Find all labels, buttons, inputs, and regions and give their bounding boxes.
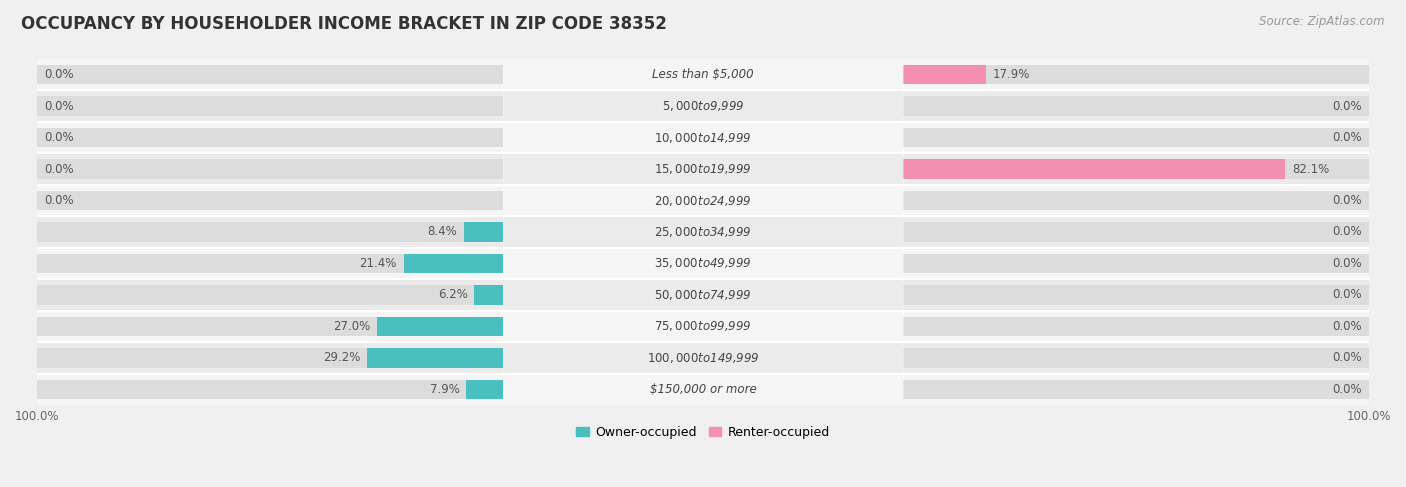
Text: 17.9%: 17.9% [993, 68, 1031, 81]
Text: 0.0%: 0.0% [44, 131, 73, 144]
Bar [37, 159, 503, 179]
Text: $5,000 to $9,999: $5,000 to $9,999 [662, 99, 744, 113]
Bar [37, 285, 503, 305]
Text: $20,000 to $24,999: $20,000 to $24,999 [654, 193, 752, 207]
Text: $15,000 to $19,999: $15,000 to $19,999 [654, 162, 752, 176]
Bar [367, 348, 503, 368]
Bar [903, 348, 1369, 368]
Text: OCCUPANCY BY HOUSEHOLDER INCOME BRACKET IN ZIP CODE 38352: OCCUPANCY BY HOUSEHOLDER INCOME BRACKET … [21, 15, 666, 33]
Bar [37, 279, 1369, 311]
Bar [37, 254, 503, 273]
Bar [467, 380, 503, 399]
Bar [903, 222, 1369, 242]
Text: 7.9%: 7.9% [430, 383, 460, 396]
Bar [903, 380, 1369, 399]
Bar [903, 65, 986, 84]
Bar [903, 317, 1369, 336]
Text: 0.0%: 0.0% [1333, 99, 1362, 112]
Text: 27.0%: 27.0% [333, 320, 371, 333]
Bar [903, 254, 1369, 273]
Bar [37, 191, 503, 210]
Bar [903, 285, 1369, 305]
Bar [903, 159, 1285, 179]
Text: 0.0%: 0.0% [1333, 383, 1362, 396]
Text: 0.0%: 0.0% [1333, 352, 1362, 364]
Text: 0.0%: 0.0% [44, 163, 73, 175]
Text: $100,000 to $149,999: $100,000 to $149,999 [647, 351, 759, 365]
Bar [903, 128, 1369, 147]
Text: $25,000 to $34,999: $25,000 to $34,999 [654, 225, 752, 239]
Bar [37, 248, 1369, 279]
Bar [903, 159, 1369, 179]
Text: 0.0%: 0.0% [1333, 320, 1362, 333]
Text: 82.1%: 82.1% [1292, 163, 1329, 175]
Bar [903, 96, 1369, 116]
Bar [37, 90, 1369, 122]
Bar [37, 342, 1369, 374]
Text: 0.0%: 0.0% [1333, 225, 1362, 239]
Text: Source: ZipAtlas.com: Source: ZipAtlas.com [1260, 15, 1385, 28]
Text: 8.4%: 8.4% [427, 225, 457, 239]
Bar [37, 380, 503, 399]
Bar [37, 96, 503, 116]
Text: $150,000 or more: $150,000 or more [650, 383, 756, 396]
Bar [37, 128, 503, 147]
Bar [37, 222, 503, 242]
Text: $10,000 to $14,999: $10,000 to $14,999 [654, 131, 752, 145]
Bar [903, 191, 1369, 210]
Bar [474, 285, 503, 305]
Bar [37, 59, 1369, 90]
Bar [464, 222, 503, 242]
Bar [37, 153, 1369, 185]
Bar [37, 374, 1369, 405]
Bar [37, 122, 1369, 153]
Bar [37, 216, 1369, 248]
Text: 0.0%: 0.0% [1333, 131, 1362, 144]
Bar [404, 254, 503, 273]
Legend: Owner-occupied, Renter-occupied: Owner-occupied, Renter-occupied [571, 421, 835, 444]
Text: 0.0%: 0.0% [44, 194, 73, 207]
Bar [37, 185, 1369, 216]
Bar [903, 65, 1369, 84]
Text: 29.2%: 29.2% [323, 352, 360, 364]
Bar [377, 317, 503, 336]
Text: $35,000 to $49,999: $35,000 to $49,999 [654, 257, 752, 270]
Text: 6.2%: 6.2% [437, 288, 468, 301]
Text: Less than $5,000: Less than $5,000 [652, 68, 754, 81]
Text: 0.0%: 0.0% [44, 99, 73, 112]
Text: $75,000 to $99,999: $75,000 to $99,999 [654, 319, 752, 334]
Text: 0.0%: 0.0% [1333, 257, 1362, 270]
Text: 0.0%: 0.0% [44, 68, 73, 81]
Bar [37, 348, 503, 368]
Bar [37, 65, 503, 84]
Text: 0.0%: 0.0% [1333, 194, 1362, 207]
Bar [37, 311, 1369, 342]
Bar [37, 317, 503, 336]
Text: $50,000 to $74,999: $50,000 to $74,999 [654, 288, 752, 302]
Text: 21.4%: 21.4% [360, 257, 396, 270]
Text: 0.0%: 0.0% [1333, 288, 1362, 301]
